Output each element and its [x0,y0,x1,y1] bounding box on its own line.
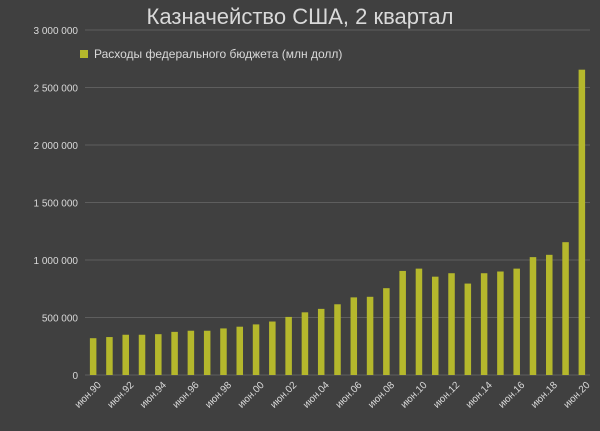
bar [448,273,455,375]
chart-title: Казначейство США, 2 квартал [146,4,454,29]
bar [122,334,129,375]
x-tick-label: июн.94 [138,380,169,411]
bar [513,268,520,375]
x-tick-label: июн.18 [529,380,560,411]
x-tick-label: июн.92 [106,380,137,411]
bar [220,328,227,375]
x-tick-label: июн.98 [203,380,234,411]
bar [317,308,325,375]
legend-label: Расходы федерального бюджета (млн долл) [94,47,342,61]
y-tick-label: 1 000 000 [34,256,79,267]
bar [562,242,569,375]
x-tick-label: июн.20 [562,380,593,411]
bar [497,271,504,375]
x-tick-label: июн.90 [73,380,104,411]
bar [285,316,292,375]
y-tick-label: 2 500 000 [34,84,79,95]
bar [366,296,374,375]
y-tick-label: 2 000 000 [34,141,79,152]
bar [106,337,113,375]
y-tick-label: 1 500 000 [34,199,79,210]
y-tick-label: 0 [72,371,78,382]
bar [415,268,423,375]
bar [431,276,439,375]
bar [89,338,97,375]
bar [269,321,276,375]
x-tick-label: июн.04 [301,380,332,411]
legend-swatch [80,50,88,58]
bar [529,257,537,375]
bar [480,273,488,375]
bar [546,254,553,375]
bar [578,69,586,376]
bar [464,283,472,375]
y-tick-label: 500 000 [42,314,79,325]
bar [399,270,406,375]
bar [252,324,260,375]
bar [138,334,146,375]
x-tick-label: июн.12 [431,380,462,411]
bar [236,326,244,375]
y-tick-label: 3 000 000 [34,26,79,37]
bar [301,312,309,375]
bar [171,331,178,375]
bar [203,330,211,375]
x-tick-label: июн.06 [334,380,365,411]
x-tick-label: июн.14 [464,380,495,411]
x-tick-label: июн.00 [236,380,267,411]
bar [187,330,195,375]
bar [350,297,358,375]
bar [383,288,390,375]
x-tick-label: июн.02 [269,380,300,411]
x-tick-label: июн.16 [497,380,528,411]
x-tick-label: июн.96 [171,380,202,411]
x-tick-label: июн.08 [366,380,397,411]
x-tick-label: июн.10 [399,380,430,411]
bar [334,304,341,375]
bar [155,334,162,375]
